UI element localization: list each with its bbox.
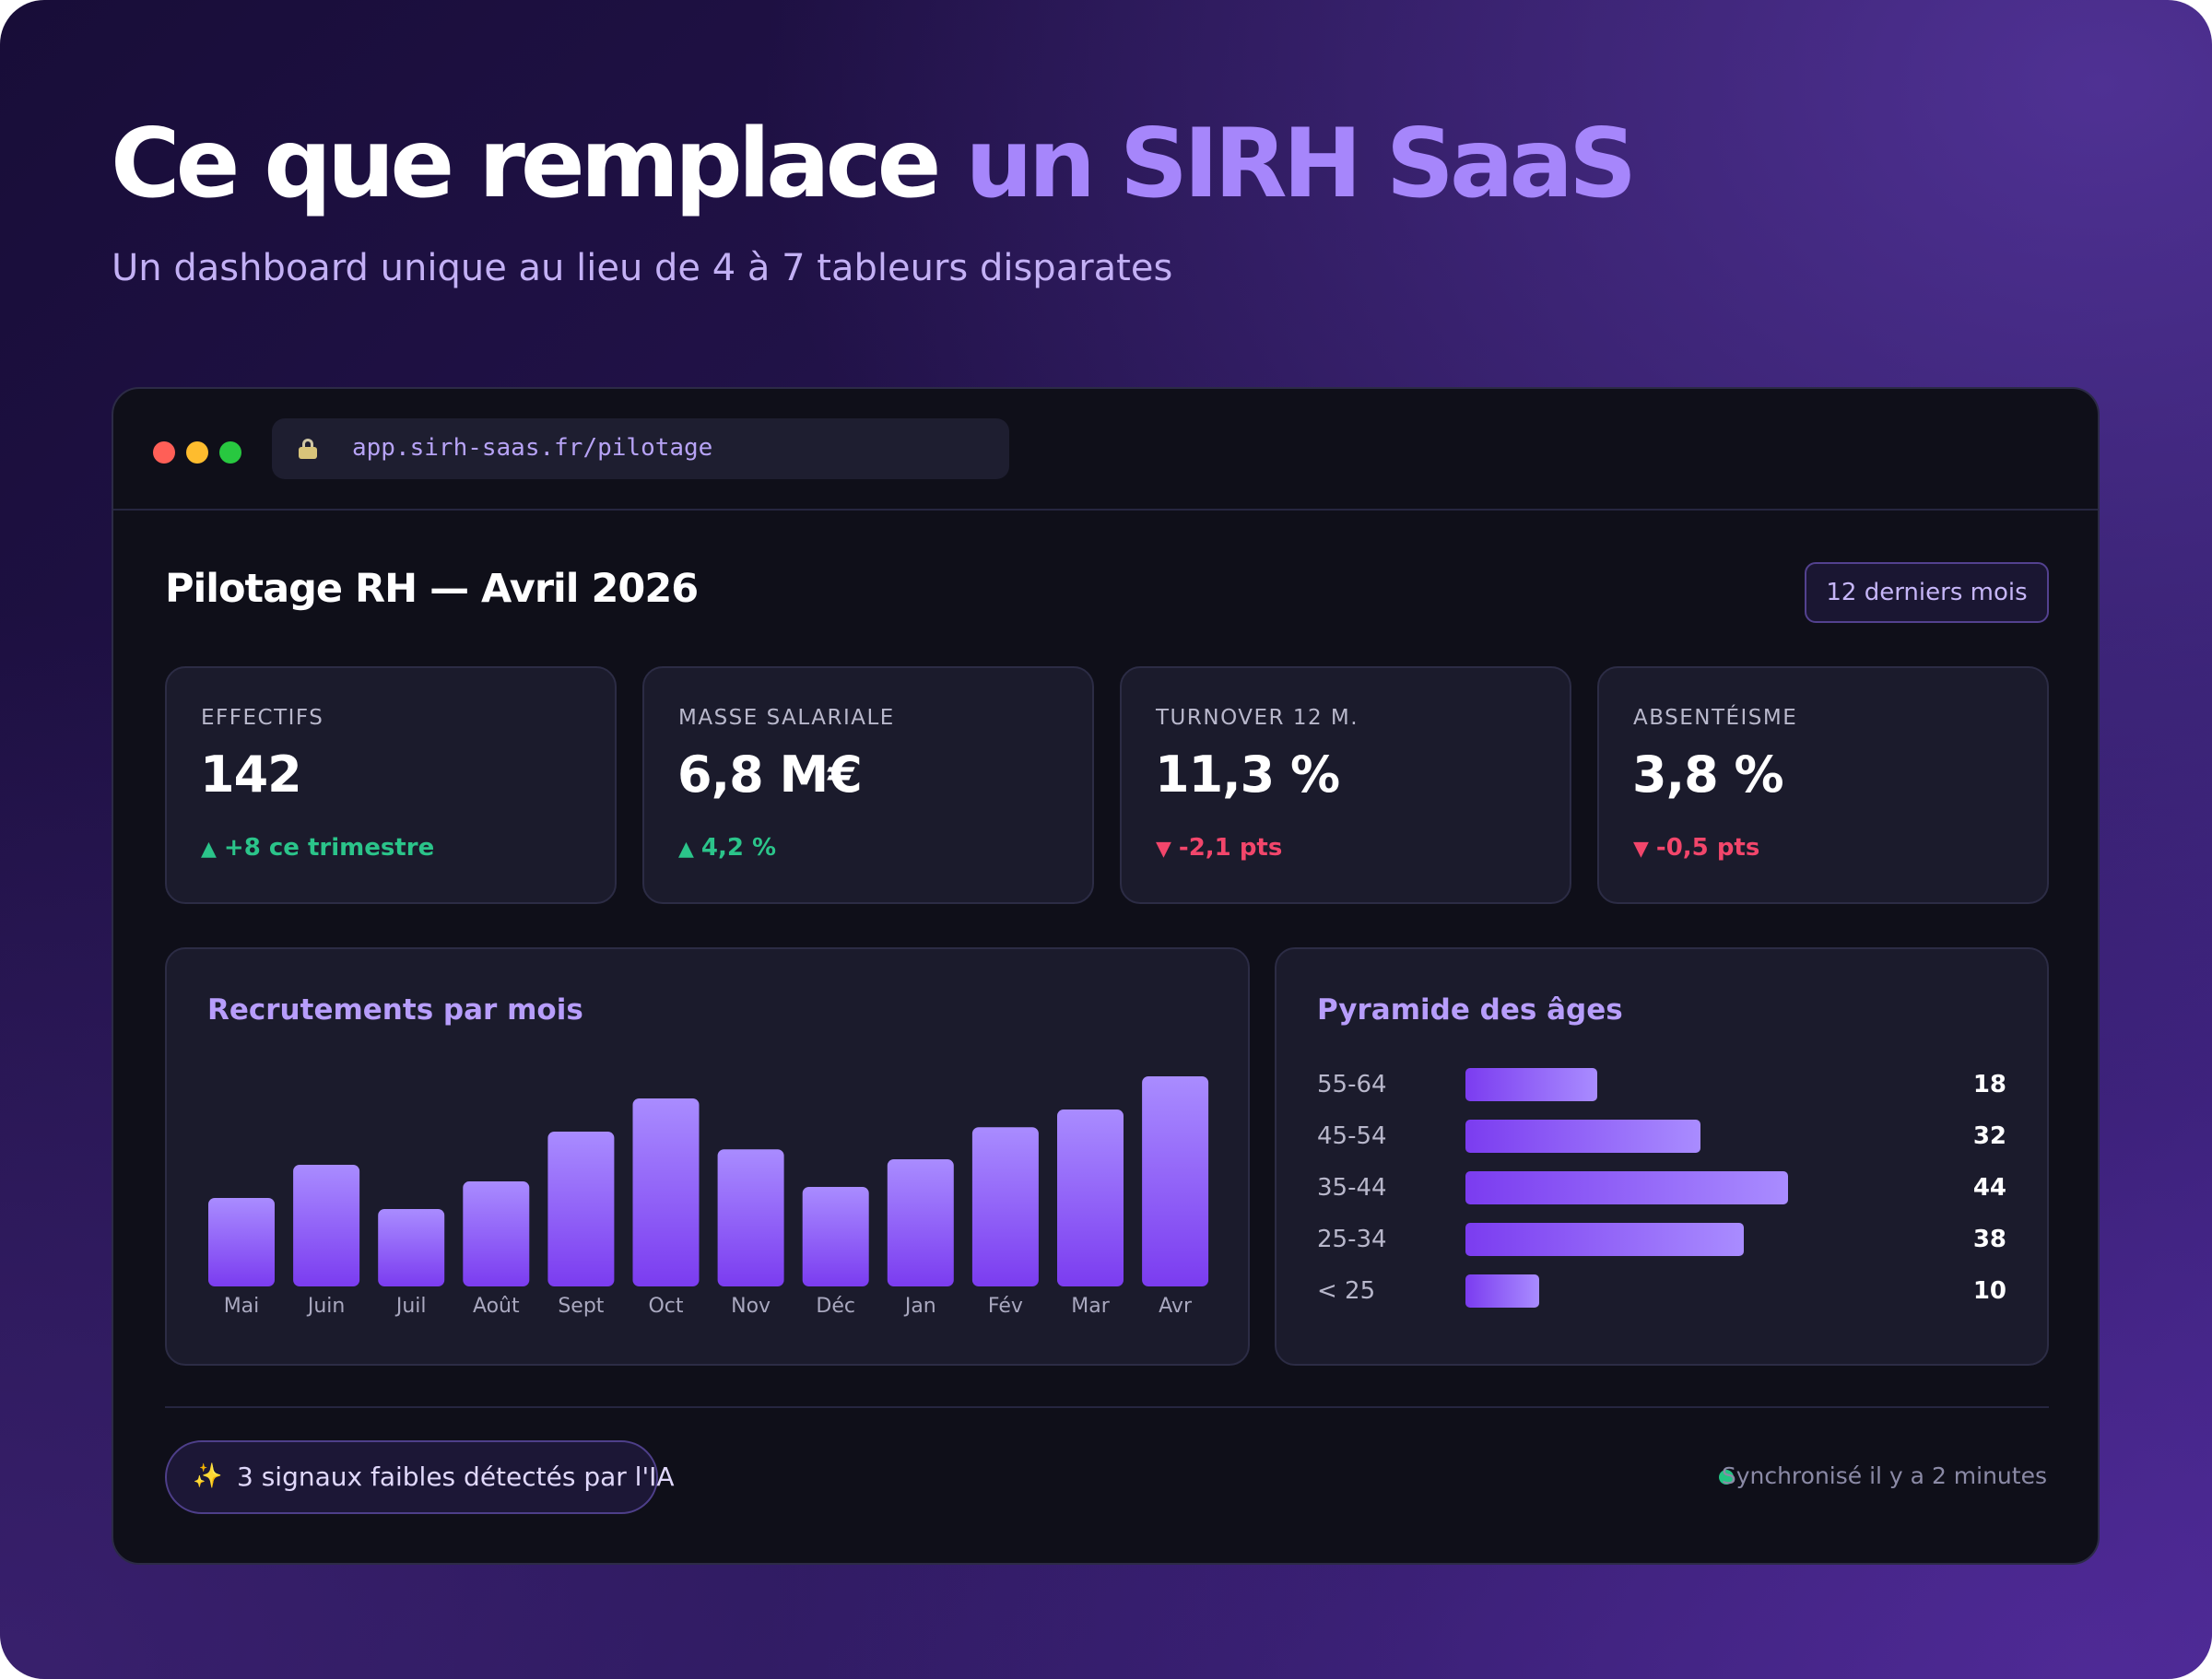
bar-Déc[interactable] [802,1187,869,1286]
x-tick-label: Juin [306,1295,346,1318]
x-tick-label: Août [473,1295,520,1318]
bar-Oct[interactable] [632,1098,700,1286]
bar-Juin[interactable] [293,1165,360,1286]
x-tick-label: Juil [394,1295,427,1318]
headline-main: Ce que remplace [111,109,942,219]
age-bar[interactable] [1465,1171,1788,1204]
bar-Fév[interactable] [971,1127,1039,1286]
kpi-card-turnover[interactable]: TURNOVER 12 M. 11,3 % ▼ -2,1 pts [1120,666,1571,904]
bar-Sept[interactable] [547,1132,615,1286]
kpi-delta: ▼ -0,5 pts [1633,834,1759,862]
age-row: 55-64 18 [1277,1067,2047,1104]
sparkle-icon: ✨ [193,1462,223,1490]
age-row: 25-34 38 [1277,1222,2047,1259]
bar-Avr[interactable] [1142,1076,1209,1286]
kpi-delta-text: 4,2 % [700,834,777,862]
age-count: 32 [1972,1122,2006,1150]
x-tick-label: Déc [816,1295,855,1318]
maximize-window-dot[interactable] [219,441,241,464]
recruitment-chart-title: Recrutements par mois [207,993,583,1027]
ai-signals-button[interactable]: ✨ 3 signaux faibles détectés par l'IA [165,1440,675,1514]
ai-signals-label: 3 signaux faibles détectés par l'IA [237,1462,675,1492]
kpi-label: EFFECTIFS [201,706,324,730]
browser-window: app.sirh-saas.fr/pilotage Pilotage RH — … [112,387,2100,1565]
age-range-label: < 25 [1317,1277,1376,1305]
sync-status-dot [1719,1470,1734,1485]
age-row: < 25 10 [1277,1274,2047,1310]
close-window-dot[interactable] [153,441,175,464]
arrow-up-icon: ▲ [201,838,217,861]
sync-status-text: Synchronisé il y a 2 minutes [1721,1462,2047,1489]
age-pyramid-panel: Pyramide des âges 55-64 18 45-54 32 35-44 44 2… [1275,947,2049,1366]
kpi-label: MASSE SALARIALE [678,706,895,730]
x-tick-label: Nov [731,1295,771,1318]
kpi-delta-text: +8 ce trimestre [223,834,435,862]
age-count: 38 [1972,1226,2006,1253]
kpi-card-absenteisme[interactable]: ABSENTÉISME 3,8 % ▼ -0,5 pts [1597,666,2049,904]
age-count: 18 [1972,1071,2006,1098]
headline: Ce que remplace un SIRH SaaS [111,109,1637,219]
kpi-card-effectifs[interactable]: EFFECTIFS 142 ▲ +8 ce trimestre [165,666,617,904]
age-bar[interactable] [1465,1068,1598,1101]
age-row: 35-44 44 [1277,1170,2047,1207]
url-text[interactable]: app.sirh-saas.fr/pilotage [352,434,713,462]
kpi-value: 3,8 % [1632,746,1784,804]
arrow-down-icon: ▼ [1156,838,1171,861]
age-range-label: 45-54 [1317,1122,1387,1150]
x-tick-label: Avr [1159,1295,1193,1318]
age-range-label: 35-44 [1317,1174,1387,1202]
x-tick-label: Mar [1071,1295,1110,1318]
arrow-down-icon: ▼ [1633,838,1649,861]
kpi-value: 11,3 % [1155,746,1340,804]
browser-titlebar: app.sirh-saas.fr/pilotage [113,389,2098,511]
recruitment-chart-panel: Recrutements par mois Mai Juin Juil Août Sep… [165,947,1250,1366]
bar-Août[interactable] [463,1181,530,1286]
kpi-delta: ▼ -2,1 pts [1156,834,1282,862]
age-count: 44 [1972,1174,2006,1202]
bar-Mai[interactable] [208,1198,275,1286]
kpi-label: ABSENTÉISME [1633,706,1798,730]
age-bar[interactable] [1465,1120,1700,1153]
x-tick-label: Mai [224,1295,260,1318]
page-title: Pilotage RH — Avril 2026 [165,566,699,612]
x-tick-label: Jan [903,1295,936,1318]
age-row: 45-54 32 [1277,1119,2047,1156]
bar-Jan[interactable] [887,1159,954,1286]
x-tick-label: Sept [558,1295,604,1318]
bar-Juil[interactable] [378,1209,445,1286]
kpi-card-masse-salariale[interactable]: MASSE SALARIALE 6,8 M€ ▲ 4,2 % [642,666,1094,904]
kpi-delta: ▲ +8 ce trimestre [201,834,434,862]
arrow-up-icon: ▲ [678,838,694,861]
subtitle: Un dashboard unique au lieu de 4 à 7 tab… [112,247,1173,289]
kpi-delta-text: -0,5 pts [1655,834,1760,862]
footer-divider [165,1406,2049,1408]
age-range-label: 55-64 [1317,1071,1387,1098]
age-bar[interactable] [1465,1274,1539,1308]
age-bar[interactable] [1465,1223,1745,1256]
bar-Nov[interactable] [717,1149,784,1286]
age-pyramid-title: Pyramide des âges [1317,993,1623,1027]
kpi-value: 6,8 M€ [677,746,863,804]
lock-icon [299,439,317,459]
address-bar[interactable]: app.sirh-saas.fr/pilotage [272,418,1009,479]
age-count: 10 [1972,1277,2006,1305]
kpi-delta: ▲ 4,2 % [678,834,776,862]
kpi-label: TURNOVER 12 M. [1156,706,1359,730]
kpi-value: 142 [200,746,302,804]
x-tick-label: Oct [648,1295,683,1318]
bar-Mar[interactable] [1057,1110,1124,1286]
age-range-label: 25-34 [1317,1226,1387,1253]
headline-accent: un SIRH SaaS [965,109,1637,219]
x-tick-label: Fév [988,1295,1023,1318]
recruitment-bar-chart: Mai Juin Juil Août Sept Oct Nov Déc Jan Fév Mar Avr [208,1076,1209,1318]
period-filter-button[interactable]: 12 derniers mois [1805,562,2049,623]
minimize-window-dot[interactable] [186,441,208,464]
kpi-delta-text: -2,1 pts [1178,834,1283,862]
